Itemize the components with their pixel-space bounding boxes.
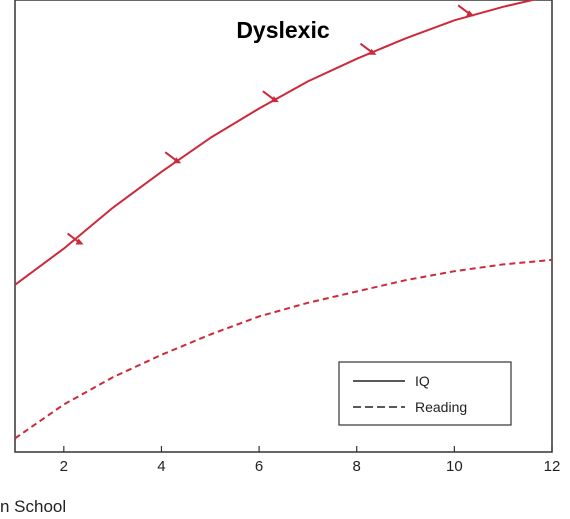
annotation-layer (66, 4, 475, 245)
arrow-annotation (164, 151, 182, 164)
chart-title: Dyslexic (236, 17, 330, 43)
arrow-annotation (457, 4, 475, 17)
series-line-reading (14, 258, 553, 440)
x-tick-label: 12 (544, 458, 561, 475)
x-tick-label: 6 (255, 458, 263, 475)
x-tick-label: 10 (446, 458, 463, 475)
series-layer (14, 0, 553, 440)
x-tick-label: 4 (157, 458, 165, 475)
x-axis-label: n School (0, 497, 66, 516)
series-line-iq (14, 0, 537, 286)
legend-label-iq: IQ (415, 373, 430, 389)
arrow-annotation (359, 42, 377, 55)
x-tick-label: 2 (60, 458, 68, 475)
arrow-annotation (262, 90, 279, 103)
legend-label-reading: Reading (415, 399, 467, 415)
x-tick-label: 8 (353, 458, 361, 475)
plot-frame (14, 0, 553, 453)
legend-box (338, 361, 512, 426)
arrow-annotation (66, 232, 84, 245)
x-axis-ticks: 2 4 6 8 10 12 (60, 446, 561, 475)
legend: IQ Reading (338, 361, 512, 426)
